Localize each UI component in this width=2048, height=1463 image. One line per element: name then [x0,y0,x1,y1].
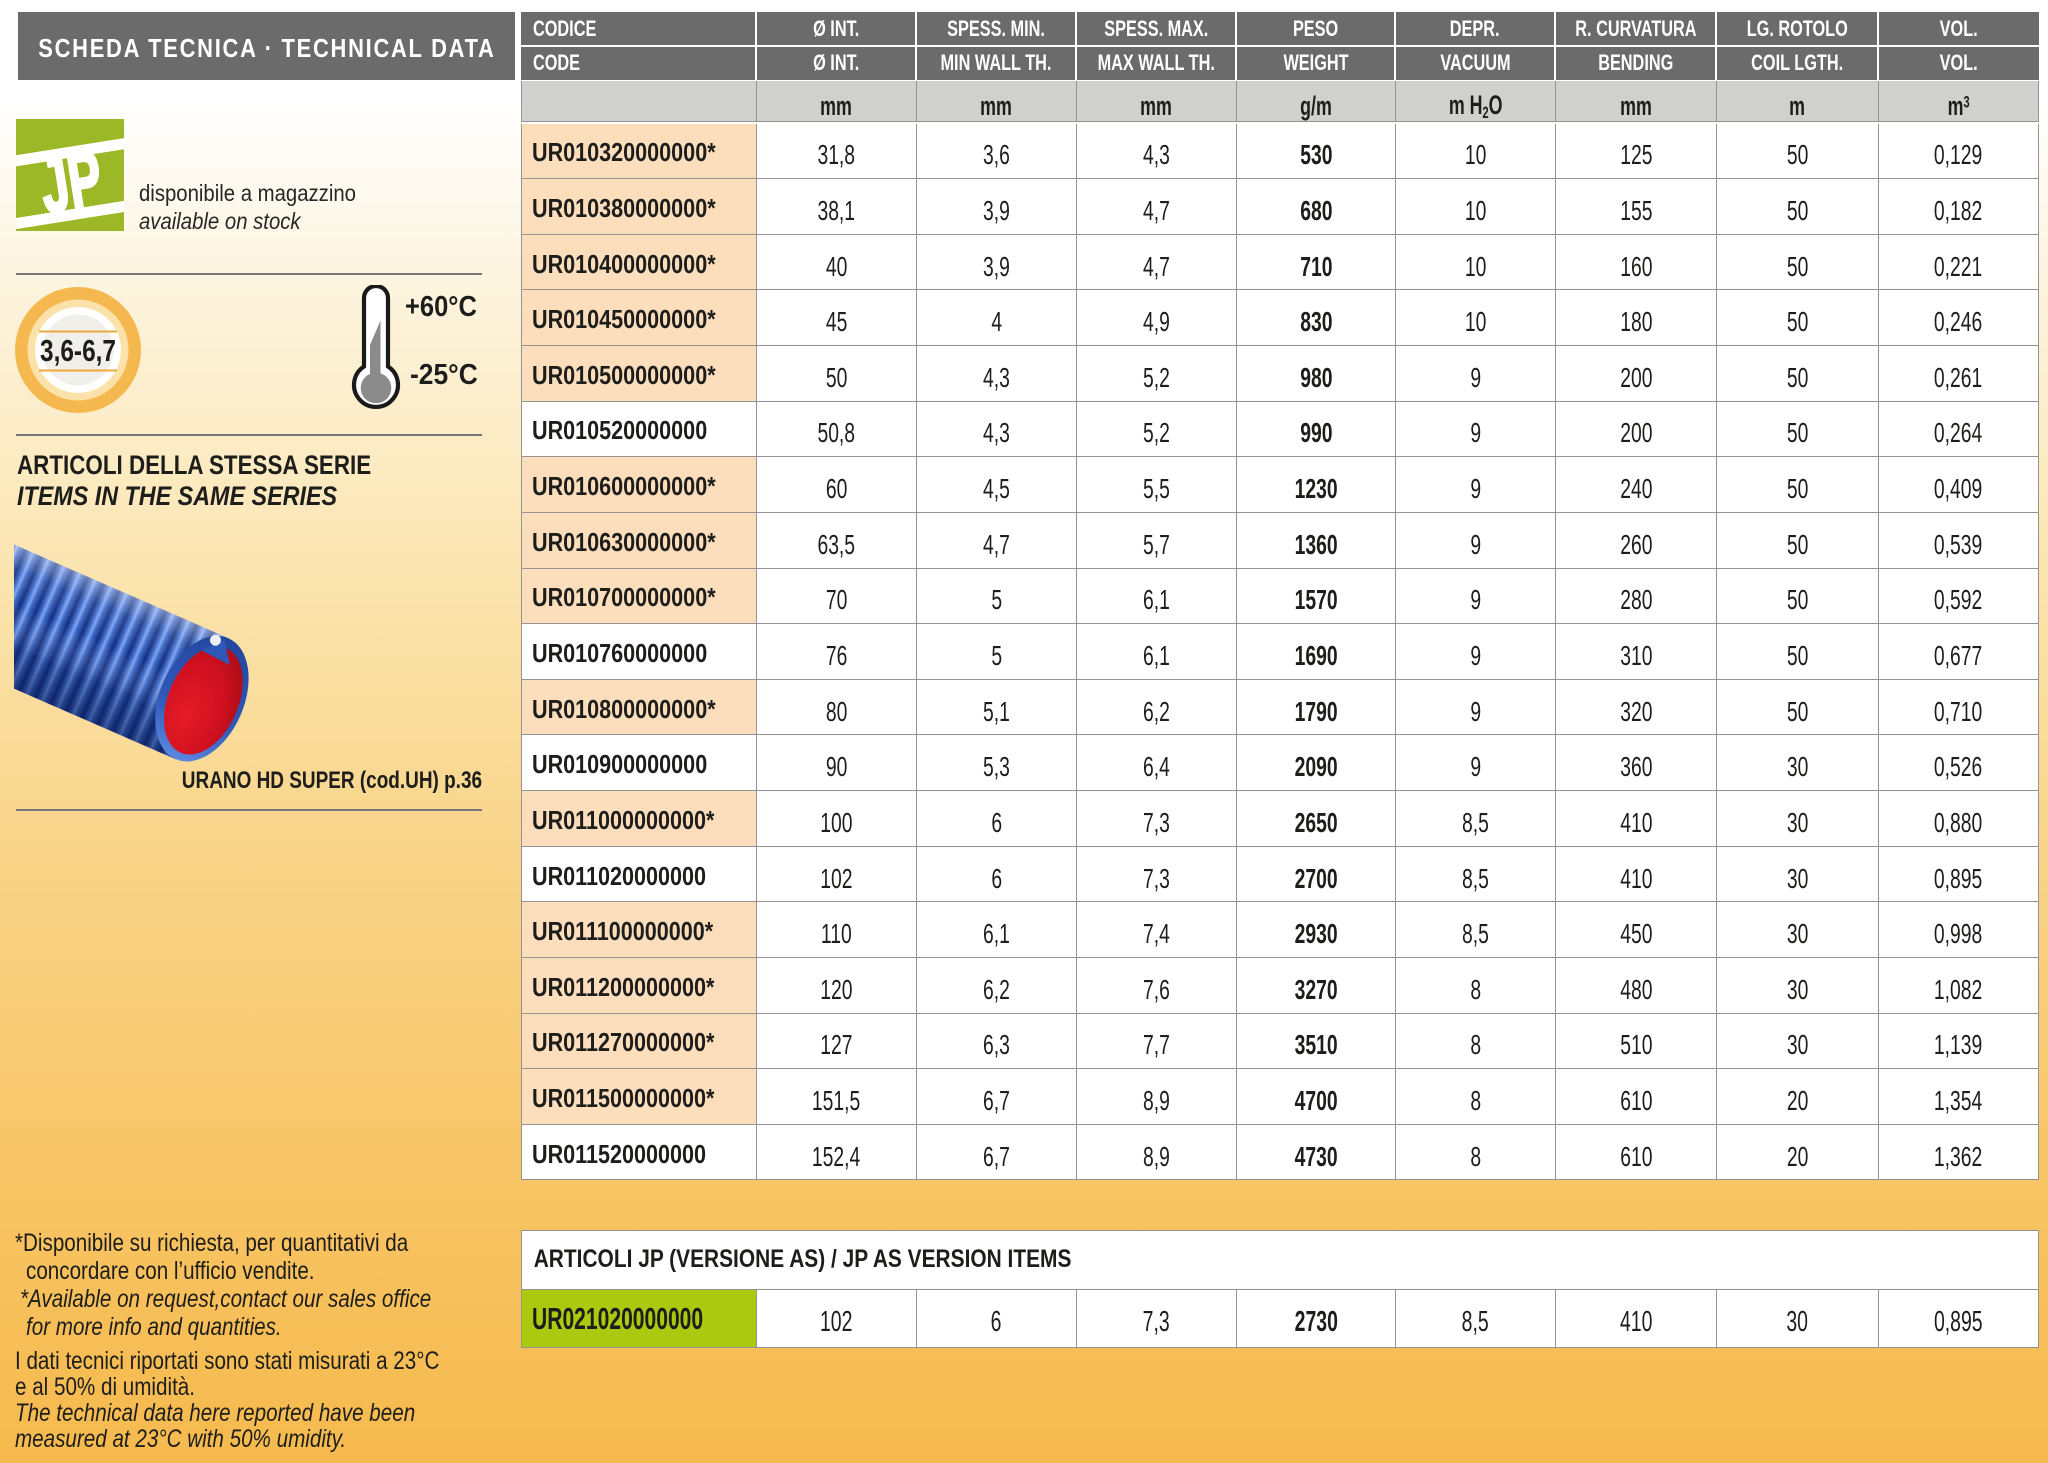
svg-text:JP: JP [34,134,108,231]
svg-text:3,6-6,7: 3,6-6,7 [40,333,116,368]
